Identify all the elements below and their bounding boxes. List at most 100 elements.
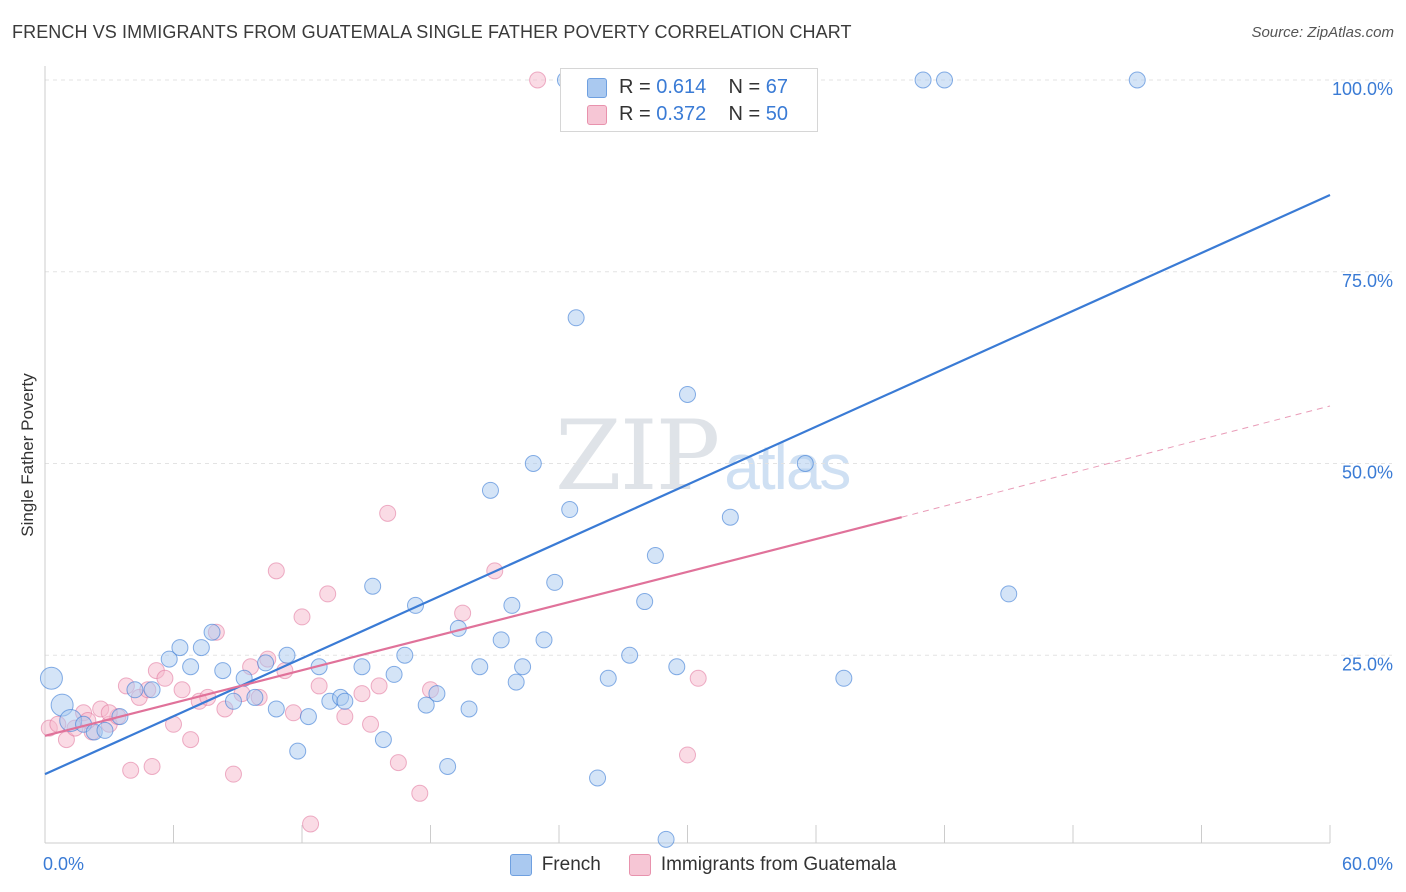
french-point: [621, 646, 639, 664]
french-point: [524, 455, 542, 472]
y-tick-label: 75.0%: [1342, 271, 1393, 291]
guatemala-point: [310, 677, 328, 695]
guatemala-point: [267, 562, 285, 580]
french-point: [203, 623, 221, 641]
french-point: [126, 681, 144, 699]
x-tick-label: 60.0%: [1342, 854, 1393, 874]
french-point: [289, 742, 307, 760]
guatemala-point: [57, 731, 75, 749]
stats-legend: R = 0.614 N = 67 R = 0.372 N = 50: [560, 68, 818, 132]
french-point: [299, 708, 317, 726]
guatemala-point: [689, 669, 707, 687]
french-point: [1000, 585, 1018, 603]
french-point: [471, 658, 489, 676]
legend-item-guatemala[interactable]: Immigrants from Guatemala: [628, 854, 897, 876]
guatemala-point: [173, 681, 191, 699]
french-point: [374, 731, 392, 749]
french-point: [507, 673, 525, 691]
guatemala-point: [224, 765, 242, 783]
french-point: [914, 71, 932, 89]
guatemala-point: [182, 731, 200, 749]
legend-item-french[interactable]: French: [509, 854, 601, 876]
french-point: [224, 692, 242, 710]
french-point: [160, 650, 178, 668]
french-point: [679, 385, 696, 403]
guatemala-point: [353, 685, 371, 703]
french-point: [214, 662, 232, 680]
french-point: [561, 501, 579, 519]
french-point: [96, 721, 114, 739]
french-point: [567, 309, 585, 327]
french-point: [171, 639, 189, 657]
french-point: [796, 455, 814, 472]
french-point: [364, 577, 382, 595]
french-point: [385, 665, 403, 683]
y-tick-label: 100.0%: [1332, 79, 1393, 99]
watermark-atlas: atlas: [724, 431, 851, 503]
guatemala-point: [679, 746, 696, 764]
legend-label-french: French: [541, 854, 601, 875]
x-tick-label: 0.0%: [43, 854, 84, 874]
watermark: ZIPatlas: [555, 400, 851, 512]
guatemala-point: [362, 715, 380, 733]
guatemala-point: [454, 604, 472, 622]
french-point: [636, 593, 654, 611]
french-point: [657, 830, 675, 848]
guatemala-point: [156, 669, 174, 687]
source-label: Source: ZipAtlas.com: [1251, 24, 1394, 41]
french-point: [257, 654, 275, 672]
guatemala-point: [379, 504, 397, 522]
french-point: [192, 639, 210, 657]
y-tick-label: 50.0%: [1342, 463, 1393, 483]
series-legend: French Immigrants from Guatemala: [0, 852, 1406, 878]
french-point: [546, 573, 564, 591]
french-trendline: [44, 194, 1331, 776]
french-point: [481, 481, 499, 499]
guatemala-point: [336, 708, 354, 726]
french-point: [589, 769, 607, 787]
guatemala-point: [143, 757, 161, 775]
french-point: [246, 688, 264, 706]
french-point: [396, 646, 414, 664]
guatemala-point: [284, 704, 302, 722]
french-point: [336, 692, 354, 710]
guatemala-point: [122, 761, 140, 779]
guatemala-point: [319, 585, 337, 603]
french-point: [439, 757, 457, 775]
french-point: [668, 658, 686, 676]
french-point: [599, 669, 617, 687]
french-point: [835, 669, 853, 687]
legend-marker-french: [509, 854, 532, 876]
french-point: [503, 596, 521, 614]
legend-text-french: R = 0.614 N = 67: [619, 75, 789, 98]
french-point: [721, 508, 739, 526]
watermark-zip: ZIP: [555, 400, 720, 512]
guatemala-point: [389, 754, 407, 772]
guatemala-trendline-extension: [901, 405, 1331, 518]
y-axis-label: Single Father Poverty: [18, 373, 37, 537]
chart-title: FRENCH VS IMMIGRANTS FROM GUATEMALA SING…: [12, 22, 852, 42]
guatemala-point: [370, 677, 388, 695]
legend-marker-guatemala: [628, 854, 651, 876]
french-point: [535, 631, 553, 649]
legend-text-guatemala: R = 0.372 N = 50: [619, 102, 789, 125]
french-point: [492, 631, 510, 649]
french-point: [39, 666, 63, 690]
legend-label-guatemala: Immigrants from Guatemala: [660, 854, 897, 875]
french-point: [182, 658, 200, 676]
french-point: [143, 681, 161, 699]
guatemala-trendline: [44, 516, 902, 737]
french-point: [278, 646, 296, 664]
french-point: [646, 547, 664, 565]
french-point: [514, 658, 532, 676]
guatemala-point: [293, 608, 311, 626]
french-point: [353, 658, 371, 676]
legend-swatch-guatemala: [587, 105, 607, 125]
guatemala-point: [302, 815, 320, 833]
french-point: [428, 685, 446, 703]
guatemala-point: [529, 71, 547, 89]
french-point: [936, 71, 953, 89]
french-point: [460, 700, 478, 718]
y-tick-label: 25.0%: [1342, 654, 1393, 674]
